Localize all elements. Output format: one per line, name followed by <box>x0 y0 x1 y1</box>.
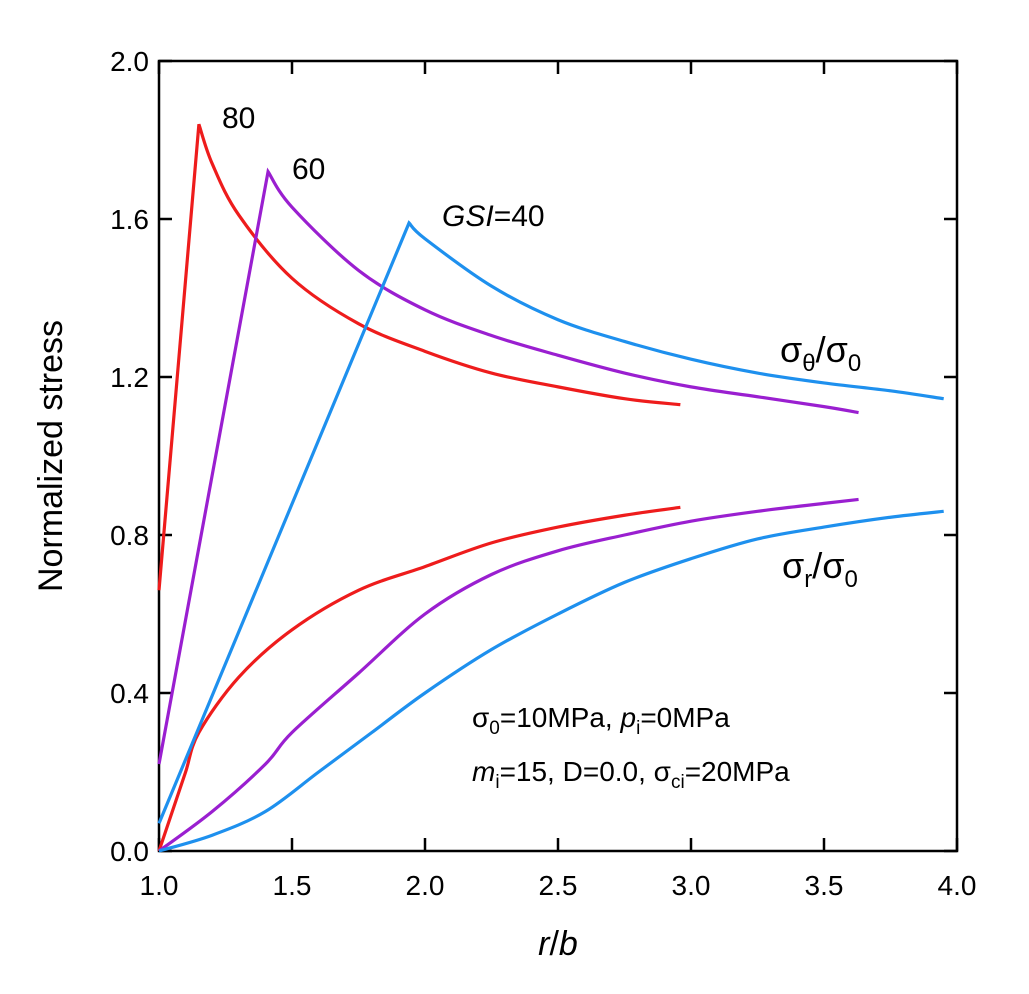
params-line-2: mi=15, D=0.0, σci=20MPa <box>472 756 790 793</box>
y-tick-label: 1.2 <box>110 362 149 393</box>
sigma-theta-line-gsi80 <box>157 123 681 591</box>
sigma-r-label: σr/σ0 <box>782 545 858 593</box>
y-tick-label: 0.4 <box>110 678 149 709</box>
x-tick-label: 3.5 <box>805 870 844 901</box>
x-tick-label: 1.5 <box>273 870 312 901</box>
y-tick-label: 1.6 <box>110 204 149 235</box>
x-tick-label: 2.5 <box>539 870 578 901</box>
series-label-gsi40: GSI=40 <box>442 200 545 233</box>
ticks: 1.0 1.5 2.0 2.5 3.0 3.5 4.0 0.0 0.4 0.8 1.2 1.6 2.0 <box>110 46 976 901</box>
params-line-1: σ0=10MPa, pi=0MPa <box>472 702 730 739</box>
series-label-60: 60 <box>292 153 325 186</box>
x-tick-label: 1.0 <box>140 870 179 901</box>
y-tick-label: 2.0 <box>110 46 149 77</box>
x-tick-label: 4.0 <box>938 870 977 901</box>
sigma-r-line-gsi80 <box>157 505 681 852</box>
sigma-theta-line-gsi40 <box>157 220 944 824</box>
sigma-theta-label: σθ/σ0 <box>780 329 861 377</box>
sigma-theta-line-gsi60 <box>157 167 859 765</box>
sigma-r-line-gsi60 <box>158 497 859 853</box>
x-tick-label: 3.0 <box>672 870 711 901</box>
y-axis-title: Normalized stress <box>32 320 70 592</box>
x-axis-title: r/b <box>538 925 578 963</box>
series-group <box>157 123 944 853</box>
y-tick-label: 0.8 <box>110 520 149 551</box>
x-tick-label: 2.0 <box>406 870 445 901</box>
y-tick-label: 0.0 <box>110 836 149 867</box>
series-label-80: 80 <box>222 102 255 135</box>
sigma-r-line-gsi40 <box>158 509 944 853</box>
